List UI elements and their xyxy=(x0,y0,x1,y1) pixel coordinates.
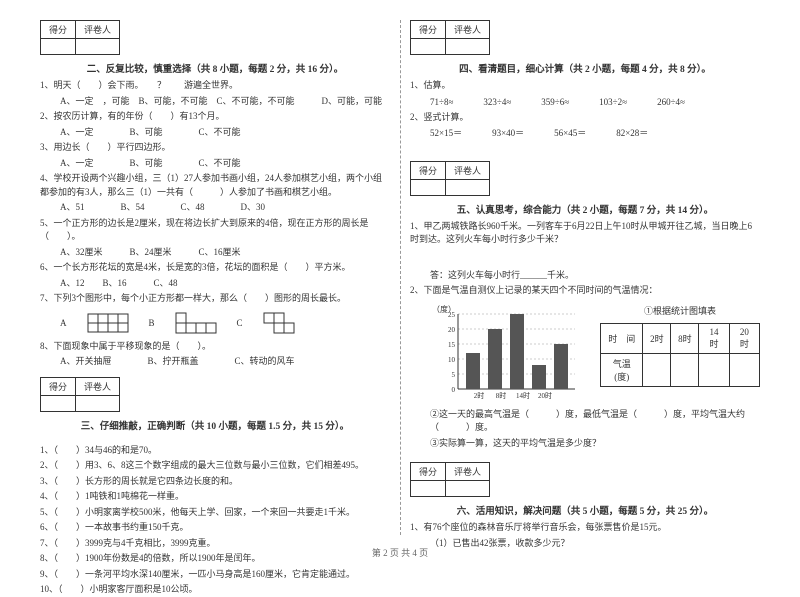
q2-6-opts: A、12 B、16 C、48 xyxy=(60,277,390,291)
c1d: 103÷2≈ xyxy=(599,95,627,109)
svg-text:5: 5 xyxy=(452,371,456,379)
score-box-s2: 得分评卷人 xyxy=(40,20,120,55)
q2-5: 5、一个正方形的边长是2厘米，现在将边长扩大到原来的4倍，现在正方形的周长是（ … xyxy=(40,217,390,244)
score-box-s5: 得分评卷人 xyxy=(410,161,490,196)
c1c: 359÷6≈ xyxy=(541,95,569,109)
score-label: 得分 xyxy=(41,21,76,39)
svg-text:25: 25 xyxy=(448,311,456,319)
section5-title: 五、认真思考，综合能力（共 2 小题，每题 7 分，共 14 分）。 xyxy=(410,202,760,216)
q2-1: 1、明天（ ）会下雨。 ？ 游遍全世界。 xyxy=(40,79,390,93)
chart-and-table: （度）5101520252时8时14时20时0 ①根据统计图填表 时 间 2时 … xyxy=(430,304,760,404)
svg-text:8时: 8时 xyxy=(496,391,507,400)
section2-title: 二、反复比较，慎重选择（共 8 小题，每题 2 分，共 16 分）。 xyxy=(40,61,390,75)
score-box-s3: 得分评卷人 xyxy=(40,377,120,412)
section4-title: 四、看清题目，细心计算（共 2 小题，每题 4 分，共 8 分）。 xyxy=(410,61,760,75)
th-8: 8时 xyxy=(671,323,699,353)
q2-2: 2、按农历计算，有的年份（ ）有13个月。 xyxy=(40,110,390,124)
calc-row-1: 71÷8≈ 323÷4≈ 359÷6≈ 103÷2≈ 260÷4≈ xyxy=(430,95,760,109)
bar-chart: （度）5101520252时8时14时20时0 xyxy=(430,304,580,404)
svg-text:14时: 14时 xyxy=(516,391,530,400)
score-box-s4: 得分评卷人 xyxy=(410,20,490,55)
tr-temp: 气温(度) xyxy=(601,353,643,386)
shape-a-icon xyxy=(87,313,129,333)
s4-t1: 1、估算。 xyxy=(410,79,760,93)
grader-label: 评卷人 xyxy=(76,21,120,39)
svg-text:10: 10 xyxy=(448,356,456,364)
shape-c-icon xyxy=(263,312,295,334)
q2-8: 8、下面现象中属于平移现象的是（ ）。 xyxy=(40,340,390,354)
q2-5-opts: A、32厘米 B、24厘米 C、16厘米 xyxy=(60,246,390,260)
j2: 2、（ ）用3、6、8这三个数字组成的最大三位数与最小三位数，它们相差495。 xyxy=(40,459,390,473)
svg-text:15: 15 xyxy=(448,341,456,349)
right-column: 得分评卷人 四、看清题目，细心计算（共 2 小题，每题 4 分，共 8 分）。 … xyxy=(400,20,770,555)
s5-note3: ③实际算一算，这天的平均气温是多少度？ xyxy=(430,437,760,451)
j4: 4、（ ）1吨铁和1吨棉花一样重。 xyxy=(40,490,390,504)
q2-4: 4、学校开设两个兴趣小组，三（1）27人参加书画小组，24人参加棋艺小组，两个小… xyxy=(40,172,390,199)
j1: 1、（ ）34与46的和是70。 xyxy=(40,444,390,458)
s5-q2: 2、下面是气温自测仪上记录的某天四个不同时间的气温情况： xyxy=(410,284,760,298)
q2-6: 6、一个长方形花坛的宽是4米，长是宽的3倍，花坛的面积是（ ）平方米。 xyxy=(40,261,390,275)
j3: 3、（ ）长方形的周长就是它四条边长度的和。 xyxy=(40,475,390,489)
th-2: 2时 xyxy=(643,323,671,353)
shape-options: A B C xyxy=(60,312,295,334)
svg-text:20: 20 xyxy=(448,326,456,334)
chart-title: ①根据统计图填表 xyxy=(600,304,760,317)
c2b: 93×40＝ xyxy=(492,126,524,140)
s5-ans1: 答：这列火车每小时行______千米。 xyxy=(430,269,760,283)
s5-q1: 1、甲乙两城铁路长960千米。一列客车于6月22日上午10时从甲城开往乙城，当日… xyxy=(410,220,760,247)
j9: 9、（ ）一条河平均水深140厘米，一匹小马身高是160厘米，它肯定能通过。 xyxy=(40,568,390,582)
q2-8-opts: A、开关抽屉 B、拧开瓶盖 C、转动的风车 xyxy=(60,355,390,369)
section6-title: 六、活用知识，解决问题（共 5 小题，每题 5 分，共 25 分）。 xyxy=(410,503,760,517)
q2-3-opts: A、一定 B、可能 C、不可能 xyxy=(60,157,390,171)
q2-1-opts: A、一定 ，可能 B、可能，不可能 C、不可能，不可能 D、可能，可能 xyxy=(60,95,390,109)
svg-text:0: 0 xyxy=(452,386,456,394)
j10: 10、（ ）小明家客厅面积是10公顷。 xyxy=(40,583,390,597)
section3-title: 三、仔细推敲，正确判断（共 10 小题，每题 1.5 分，共 15 分）。 xyxy=(40,418,390,432)
c1b: 323÷4≈ xyxy=(483,95,511,109)
s5-note2: ②这一天的最高气温是（ ）度，最低气温是（ ）度，平均气温大约（ ）度。 xyxy=(430,408,760,435)
q2-2-opts: A、一定 B、可能 C、不可能 xyxy=(60,126,390,140)
score-box-s6: 得分评卷人 xyxy=(410,462,490,497)
left-column: 得分评卷人 二、反复比较，慎重选择（共 8 小题，每题 2 分，共 16 分）。… xyxy=(30,20,400,555)
th-20: 20时 xyxy=(729,323,759,353)
shape-label-b: B xyxy=(149,318,155,328)
c1e: 260÷4≈ xyxy=(657,95,685,109)
j6: 6、（ ）一本故事书约重150千克。 xyxy=(40,521,390,535)
page-footer: 第 2 页 共 4 页 xyxy=(0,546,800,559)
c2a: 52×15＝ xyxy=(430,126,462,140)
shape-b-icon xyxy=(175,312,217,334)
q2-4-opts: A、51 B、54 C、48 D、30 xyxy=(60,201,390,215)
th-14: 14时 xyxy=(699,323,729,353)
chart-table-wrap: ①根据统计图填表 时 间 2时 8时 14时 20时 气温(度) xyxy=(600,304,760,404)
calc-row-2: 52×15＝ 93×40＝ 56×45＝ 82×28＝ xyxy=(430,126,760,140)
q2-7: 7、下列3个图形中，每个小正方形都一样大，那么（ ）图形的周长最长。 xyxy=(40,292,390,306)
th-time: 时 间 xyxy=(601,323,643,353)
temperature-table: 时 间 2时 8时 14时 20时 气温(度) xyxy=(600,323,760,387)
c2c: 56×45＝ xyxy=(554,126,586,140)
shape-label-c: C xyxy=(237,318,243,328)
c1a: 71÷8≈ xyxy=(430,95,453,109)
c2d: 82×28＝ xyxy=(616,126,648,140)
shape-label-a: A xyxy=(60,318,67,328)
s4-t2: 2、竖式计算。 xyxy=(410,111,760,125)
svg-text:20时: 20时 xyxy=(538,391,552,400)
q2-3: 3、用边长（ ）平行四边形。 xyxy=(40,141,390,155)
s6-q1: 1、有76个座位的森林音乐厅将举行音乐会，每张票售价是15元。 xyxy=(410,521,760,535)
svg-text:2时: 2时 xyxy=(474,391,485,400)
j5: 5、（ ）小明家离学校500米，他每天上学、回家，一个来回一共要走1千米。 xyxy=(40,506,390,520)
